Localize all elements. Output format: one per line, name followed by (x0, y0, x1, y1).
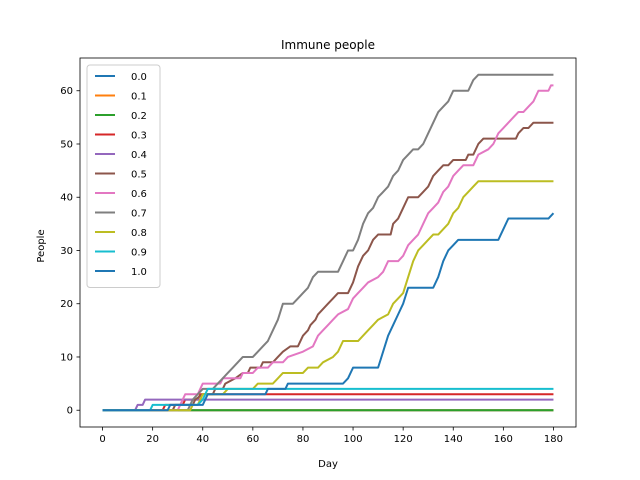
x-tick-label: 0 (99, 434, 105, 445)
x-tick-label: 20 (146, 434, 159, 445)
legend-label-0.8: 0.8 (131, 228, 147, 239)
legend-label-0.7: 0.7 (131, 209, 147, 220)
y-tick-label: 60 (60, 86, 73, 97)
legend-label-0.5: 0.5 (131, 170, 147, 181)
y-tick-label: 0 (67, 406, 73, 417)
x-tick-label: 80 (297, 434, 310, 445)
series-line-0.6 (102, 84, 554, 412)
y-tick-label: 40 (60, 193, 73, 204)
x-tick-label: 140 (444, 434, 463, 445)
y-tick-label: 20 (60, 299, 73, 310)
y-axis-label: People (36, 229, 47, 262)
legend-box (86, 64, 161, 288)
legend: 0.0 0.1 0.2 0.3 0.4 0.5 0.6 0.7 0.8 0.9 1.0 (86, 64, 161, 288)
legend-label-0.0: 0.0 (131, 72, 147, 83)
y-tick-label: 30 (60, 246, 73, 257)
legend-label-0.2: 0.2 (131, 111, 147, 122)
legend-label-1.0: 1.0 (131, 267, 147, 278)
legend-label-0.9: 0.9 (131, 248, 147, 259)
x-tick-label: 60 (246, 434, 259, 445)
legend-label-0.1: 0.1 (131, 92, 147, 103)
x-tick-label: 180 (544, 434, 563, 445)
legend-label-0.3: 0.3 (131, 131, 147, 142)
series-line-0.7 (102, 73, 554, 412)
plot-area: 0 20 40 60 80 100 120 140 160 180 0 10 20 30 40 50 60 (60, 57, 577, 445)
x-tick-label: 100 (344, 434, 363, 445)
legend-label-0.4: 0.4 (131, 150, 147, 161)
chart-title: Immune people (281, 38, 375, 52)
legend-label-0.6: 0.6 (131, 189, 147, 200)
y-tick-label: 10 (60, 352, 73, 363)
x-tick-label: 40 (196, 434, 209, 445)
y-tick-label: 50 (60, 139, 73, 150)
series-line-1.0 (102, 212, 555, 412)
x-tick-label: 120 (394, 434, 413, 445)
axes-frame (79, 57, 577, 428)
x-tick-label: 160 (494, 434, 513, 445)
x-axis-label: Day (318, 459, 338, 470)
